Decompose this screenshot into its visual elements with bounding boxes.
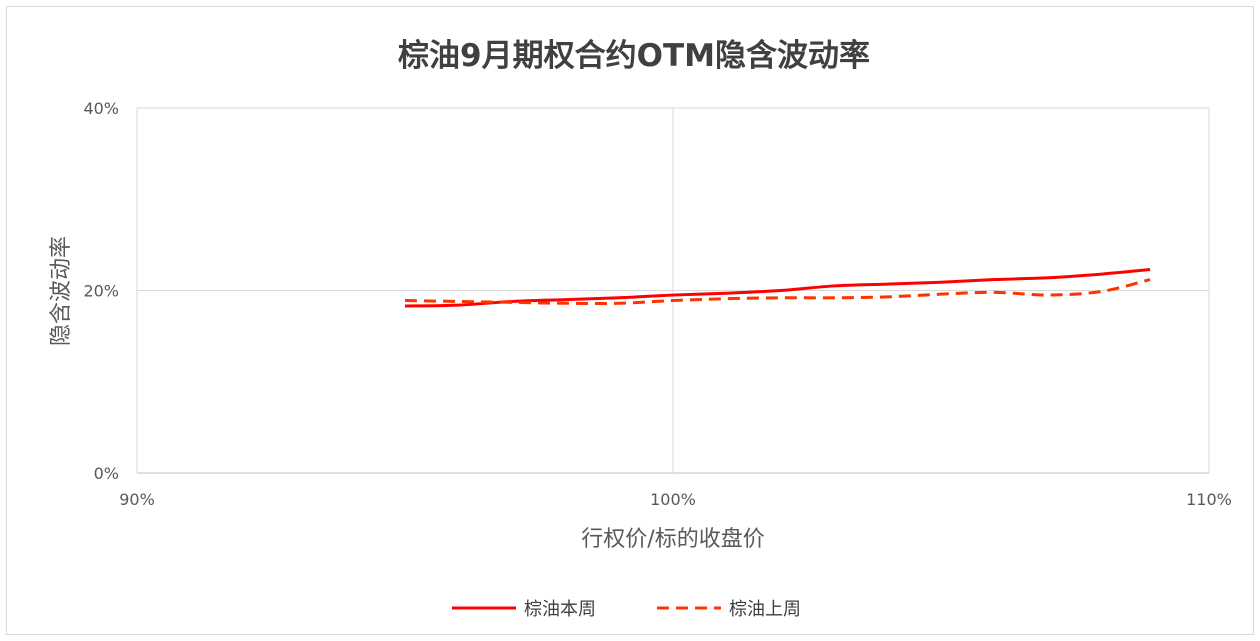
series-line-1 bbox=[404, 268, 1151, 308]
y-axis-title: 隐含波动率 bbox=[49, 236, 74, 346]
legend-label-2: 棕油上周 bbox=[729, 599, 801, 620]
series-lines bbox=[404, 268, 1151, 308]
x-tick-label: 110% bbox=[1186, 490, 1232, 509]
chart-title: 棕油9月期权合约OTM隐含波动率 bbox=[398, 38, 870, 74]
series-line-2 bbox=[404, 278, 1151, 306]
y-tick-label: 20% bbox=[83, 282, 119, 301]
x-axis-title: 行权价/标的收盘价 bbox=[581, 527, 764, 552]
chart-frame bbox=[6, 6, 1254, 635]
x-tick-label: 100% bbox=[650, 490, 696, 509]
legend: 棕油本周 棕油上周 bbox=[452, 599, 801, 620]
gridlines bbox=[136, 107, 1210, 474]
y-tick-label: 40% bbox=[83, 99, 119, 118]
x-tick-label: 90% bbox=[119, 490, 155, 509]
legend-label-1: 棕油本周 bbox=[524, 599, 596, 620]
tick-labels: 0% 20% 40% 90% 100% 110% bbox=[83, 99, 1231, 509]
y-tick-label: 0% bbox=[94, 464, 119, 483]
